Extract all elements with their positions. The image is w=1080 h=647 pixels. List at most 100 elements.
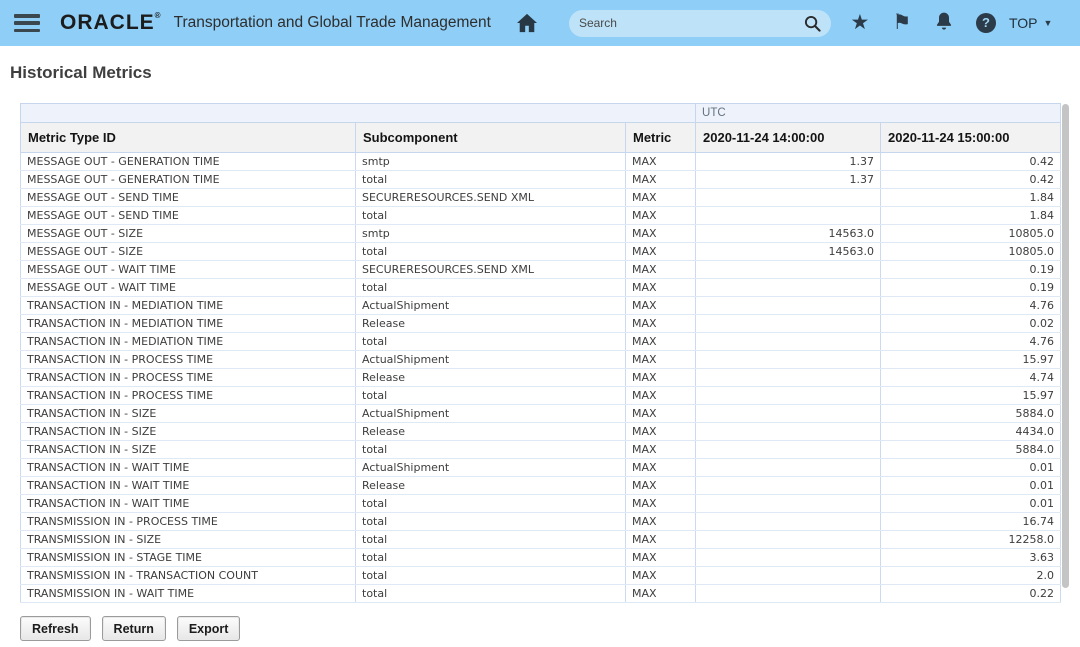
cell-value-1500: 10805.0 <box>880 242 1062 261</box>
page-title: Historical Metrics <box>10 63 152 82</box>
table-row[interactable]: MESSAGE OUT - GENERATION TIME total MAX 1.3… <box>20 170 1062 189</box>
cell-value-1500: 5884.0 <box>880 440 1062 459</box>
cell-value-1400 <box>695 296 882 315</box>
cell-value-1400 <box>695 260 882 279</box>
table-row[interactable]: TRANSACTION IN - MEDIATION TIME total MAX 4… <box>20 332 1062 351</box>
table-row[interactable]: MESSAGE OUT - SIZE smtp MAX 14563.0 10805.0 <box>20 224 1062 243</box>
home-button[interactable] <box>515 11 539 35</box>
cell-value-1400 <box>695 494 882 513</box>
cell-subcomponent: total <box>355 278 626 297</box>
table-row[interactable]: TRANSACTION IN - WAIT TIME Release MAX 0.01 <box>20 476 1062 495</box>
cell-metric-type-id: MESSAGE OUT - GENERATION TIME <box>20 170 356 189</box>
cell-value-1500: 0.01 <box>880 458 1062 477</box>
timezone-label: UTC <box>695 103 1062 123</box>
cell-value-1400 <box>695 368 882 387</box>
top-bar: ORACLE® Transportation and Global Trade … <box>0 0 1080 46</box>
table-row[interactable]: TRANSMISSION IN - STAGE TIME total MAX 3.63 <box>20 548 1062 567</box>
export-button[interactable]: Export <box>176 616 241 641</box>
cell-metric: MAX <box>624 422 697 441</box>
cell-value-1500: 16.74 <box>880 512 1062 531</box>
cell-subcomponent: smtp <box>355 224 626 243</box>
help-button[interactable]: ? <box>965 13 1007 33</box>
refresh-button[interactable]: Refresh <box>20 616 91 641</box>
cell-value-1400 <box>695 350 882 369</box>
cell-value-1500: 5884.0 <box>880 404 1062 423</box>
cell-metric-type-id: MESSAGE OUT - SIZE <box>20 224 356 243</box>
cell-metric: MAX <box>624 296 697 315</box>
cell-value-1500: 1.84 <box>880 206 1062 225</box>
table-row[interactable]: TRANSMISSION IN - SIZE total MAX 12258.0 <box>20 530 1062 549</box>
table-row[interactable]: TRANSACTION IN - WAIT TIME ActualShipment… <box>20 458 1062 477</box>
search-icon[interactable] <box>804 15 821 32</box>
cell-subcomponent: Release <box>355 476 626 495</box>
cell-value-1500: 0.01 <box>880 476 1062 495</box>
cell-metric: MAX <box>624 224 697 243</box>
cell-value-1400 <box>695 332 882 351</box>
cell-subcomponent: SECURERESOURCES.SEND XML <box>355 260 626 279</box>
cell-value-1500: 0.42 <box>880 152 1062 171</box>
table-row[interactable]: TRANSACTION IN - PROCESS TIME ActualShipm… <box>20 350 1062 369</box>
flags-button[interactable]: ⚑ <box>881 12 923 34</box>
user-menu[interactable]: TOP ▼ <box>1009 15 1052 31</box>
table-row[interactable]: TRANSACTION IN - WAIT TIME total MAX 0.01 <box>20 494 1062 513</box>
return-button[interactable]: Return <box>101 616 166 641</box>
table-row[interactable]: TRANSACTION IN - SIZE total MAX 5884.0 <box>20 440 1062 459</box>
action-button-row: Refresh Return Export <box>20 616 241 641</box>
table-row[interactable]: TRANSACTION IN - SIZE ActualShipment MAX 58… <box>20 404 1062 423</box>
col-header-subcomponent: Subcomponent <box>355 122 626 153</box>
table-row[interactable]: TRANSMISSION IN - PROCESS TIME total MAX 16… <box>20 512 1062 531</box>
cell-subcomponent: Release <box>355 368 626 387</box>
cell-value-1500: 1.84 <box>880 188 1062 207</box>
menu-icon[interactable] <box>14 14 40 32</box>
cell-value-1400: 14563.0 <box>695 242 882 261</box>
table-row[interactable]: MESSAGE OUT - SEND TIME SECURERESOURCES.S… <box>20 188 1062 207</box>
cell-metric-type-id: TRANSMISSION IN - SIZE <box>20 530 356 549</box>
table-row[interactable]: TRANSACTION IN - MEDIATION TIME Release MA… <box>20 314 1062 333</box>
search-input[interactable] <box>578 16 804 30</box>
cell-value-1400 <box>695 404 882 423</box>
cell-metric: MAX <box>624 242 697 261</box>
cell-metric: MAX <box>624 170 697 189</box>
cell-metric: MAX <box>624 386 697 405</box>
cell-subcomponent: total <box>355 494 626 513</box>
cell-metric-type-id: TRANSACTION IN - WAIT TIME <box>20 476 356 495</box>
cell-value-1400: 14563.0 <box>695 224 882 243</box>
home-icon <box>516 13 537 33</box>
cell-metric: MAX <box>624 566 697 585</box>
col-header-metric: Metric <box>624 122 697 153</box>
notifications-button[interactable] <box>923 10 965 36</box>
oracle-logo: ORACLE® <box>60 11 162 34</box>
cell-metric-type-id: TRANSACTION IN - PROCESS TIME <box>20 386 356 405</box>
table-row[interactable]: TRANSMISSION IN - WAIT TIME total MAX 0.22 <box>20 584 1062 603</box>
table-row[interactable]: TRANSMISSION IN - TRANSACTION COUNT total… <box>20 566 1062 585</box>
cell-subcomponent: total <box>355 512 626 531</box>
cell-value-1500: 12258.0 <box>880 530 1062 549</box>
table-row[interactable]: MESSAGE OUT - GENERATION TIME smtp MAX 1.37… <box>20 152 1062 171</box>
cell-subcomponent: total <box>355 440 626 459</box>
cell-metric: MAX <box>624 188 697 207</box>
cell-metric-type-id: TRANSACTION IN - SIZE <box>20 422 356 441</box>
cell-value-1400 <box>695 548 882 567</box>
cell-metric-type-id: TRANSMISSION IN - PROCESS TIME <box>20 512 356 531</box>
cell-metric-type-id: MESSAGE OUT - SIZE <box>20 242 356 261</box>
timezone-spacer-cell <box>19 103 697 123</box>
cell-value-1500: 2.0 <box>880 566 1062 585</box>
timezone-row: UTC <box>19 103 1062 123</box>
table-row[interactable]: TRANSACTION IN - SIZE Release MAX 4434.0 <box>20 422 1062 441</box>
table-row[interactable]: TRANSACTION IN - MEDIATION TIME ActualShi… <box>20 296 1062 315</box>
table-row[interactable]: MESSAGE OUT - WAIT TIME total MAX 0.19 <box>20 278 1062 297</box>
cell-metric-type-id: MESSAGE OUT - SEND TIME <box>20 206 356 225</box>
cell-metric-type-id: TRANSMISSION IN - WAIT TIME <box>20 584 356 603</box>
table-row[interactable]: TRANSACTION IN - PROCESS TIME Release MAX 4… <box>20 368 1062 387</box>
cell-value-1500: 0.42 <box>880 170 1062 189</box>
cell-metric-type-id: TRANSACTION IN - SIZE <box>20 440 356 459</box>
favorites-button[interactable]: ★ <box>839 12 881 34</box>
table-row[interactable]: MESSAGE OUT - SIZE total MAX 14563.0 10805.0 <box>20 242 1062 261</box>
table-row[interactable]: MESSAGE OUT - WAIT TIME SECURERESOURCES.S… <box>20 260 1062 279</box>
table-row[interactable]: MESSAGE OUT - SEND TIME total MAX 1.84 <box>20 206 1062 225</box>
table-scrollbar[interactable] <box>1062 104 1069 588</box>
cell-value-1500: 0.19 <box>880 278 1062 297</box>
metrics-tbody: MESSAGE OUT - GENERATION TIME smtp MAX 1.37… <box>20 152 1062 603</box>
table-row[interactable]: TRANSACTION IN - PROCESS TIME total MAX 15.… <box>20 386 1062 405</box>
cell-value-1400 <box>695 206 882 225</box>
